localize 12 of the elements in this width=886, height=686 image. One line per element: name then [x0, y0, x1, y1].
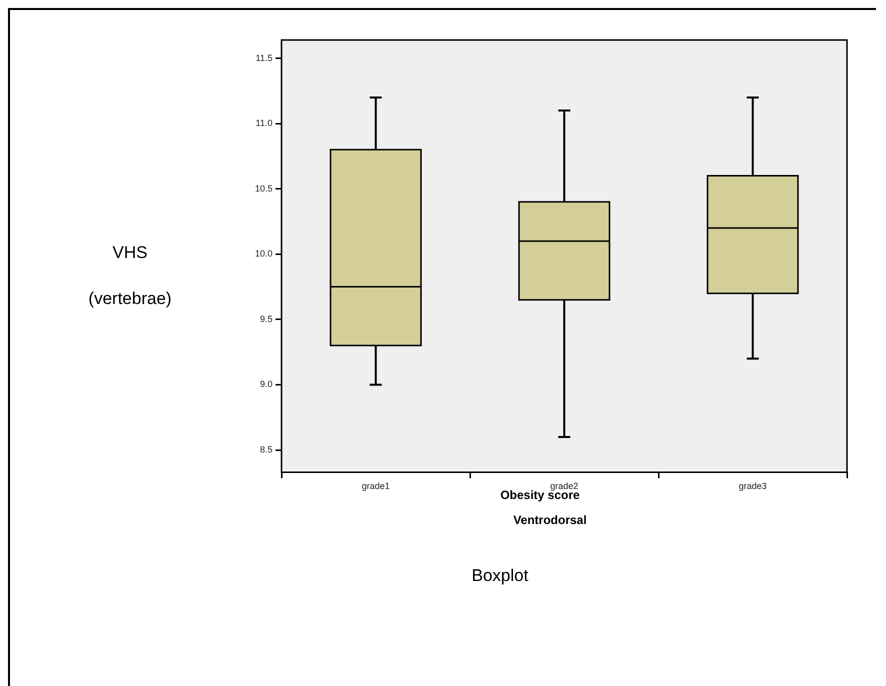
text: Boxplot: [470, 566, 530, 586]
text: Ventrodorsal: [512, 513, 588, 527]
x-tick-label: grade1: [362, 481, 390, 492]
y-tick-label: 9.0: [260, 379, 273, 390]
x-tick-label: grade3: [738, 481, 767, 492]
y-tick-label: 11.5: [256, 52, 273, 63]
y-tick-label: 11.0: [256, 118, 273, 128]
y-tick-label: 10.0: [254, 248, 273, 259]
y-tick-label: 10.5: [254, 183, 273, 194]
y-tick-label: 8.5: [260, 444, 273, 454]
text: VHS (vertebrae): [88, 243, 172, 308]
y-tick-label: 9.5: [260, 314, 273, 324]
